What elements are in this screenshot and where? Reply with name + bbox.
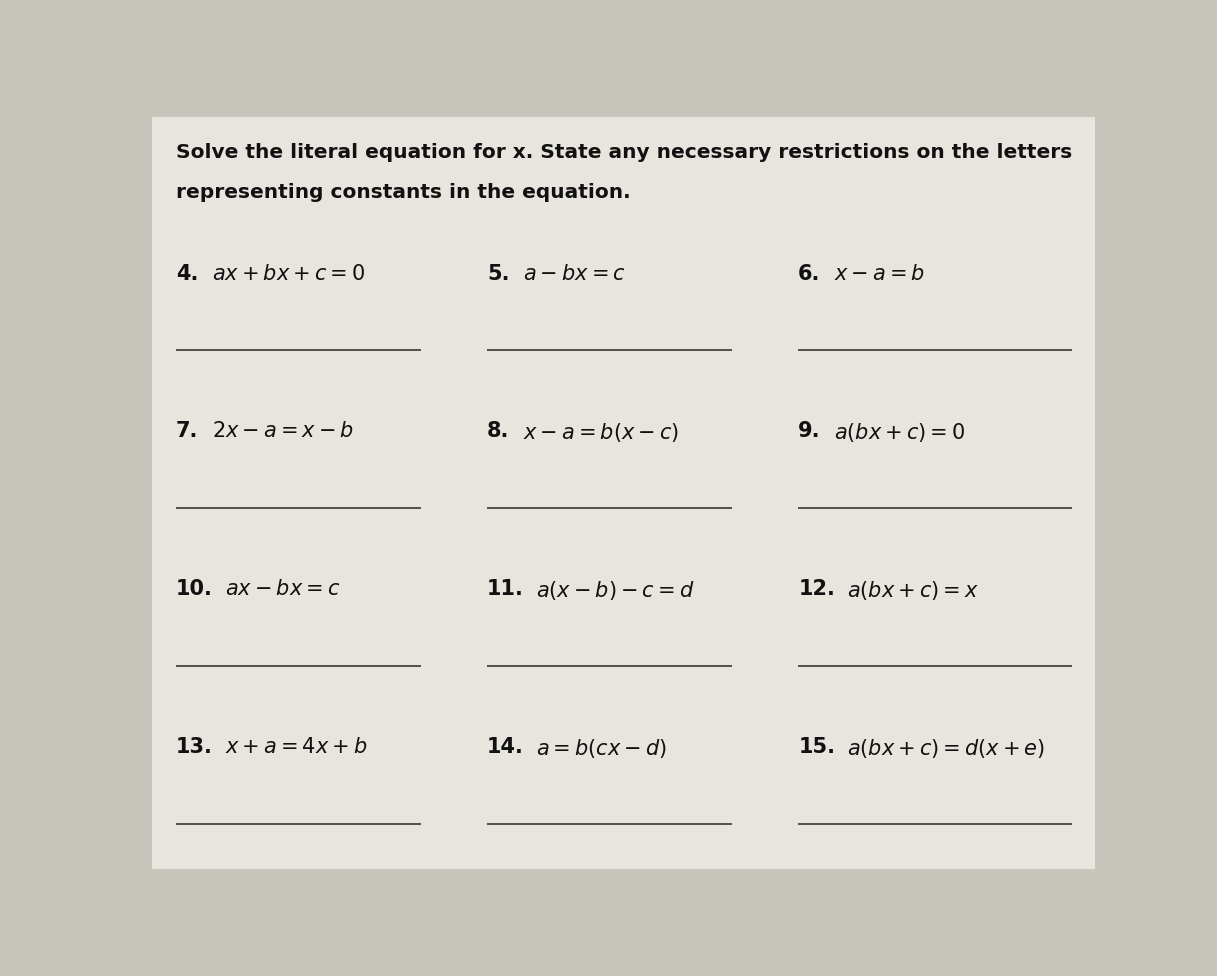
Text: $ax - bx = c$: $ax - bx = c$ <box>225 580 340 599</box>
Text: Solve the literal equation for x. State any necessary restrictions on the letter: Solve the literal equation for x. State … <box>175 143 1072 162</box>
Text: $a = b(cx - d)$: $a = b(cx - d)$ <box>535 737 667 760</box>
Text: 7.: 7. <box>175 422 198 441</box>
Text: $a(bx + c) = 0$: $a(bx + c) = 0$ <box>834 422 965 444</box>
Text: 15.: 15. <box>798 737 835 757</box>
Text: 12.: 12. <box>798 580 835 599</box>
FancyBboxPatch shape <box>152 117 1095 869</box>
Text: 6.: 6. <box>798 264 820 284</box>
Text: $a(bx + c) = d(x + e)$: $a(bx + c) = d(x + e)$ <box>847 737 1045 760</box>
Text: $x - a = b(x - c)$: $x - a = b(x - c)$ <box>523 422 679 444</box>
Text: 5.: 5. <box>487 264 510 284</box>
Text: $a(x - b) - c = d$: $a(x - b) - c = d$ <box>535 580 695 602</box>
Text: 8.: 8. <box>487 422 510 441</box>
Text: $ax + bx + c = 0$: $ax + bx + c = 0$ <box>212 264 365 284</box>
Text: 9.: 9. <box>798 422 820 441</box>
Text: $x - a = b$: $x - a = b$ <box>834 264 925 284</box>
Text: $a - bx = c$: $a - bx = c$ <box>523 264 626 284</box>
Text: 13.: 13. <box>175 737 213 757</box>
Text: 11.: 11. <box>487 580 523 599</box>
Text: $2x - a = x - b$: $2x - a = x - b$ <box>212 422 353 441</box>
Text: 10.: 10. <box>175 580 213 599</box>
Text: representing constants in the equation.: representing constants in the equation. <box>175 183 630 201</box>
Text: 4.: 4. <box>175 264 198 284</box>
Text: $x + a = 4x + b$: $x + a = 4x + b$ <box>225 737 368 757</box>
Text: 14.: 14. <box>487 737 523 757</box>
Text: $a(bx + c) = x$: $a(bx + c) = x$ <box>847 580 980 602</box>
